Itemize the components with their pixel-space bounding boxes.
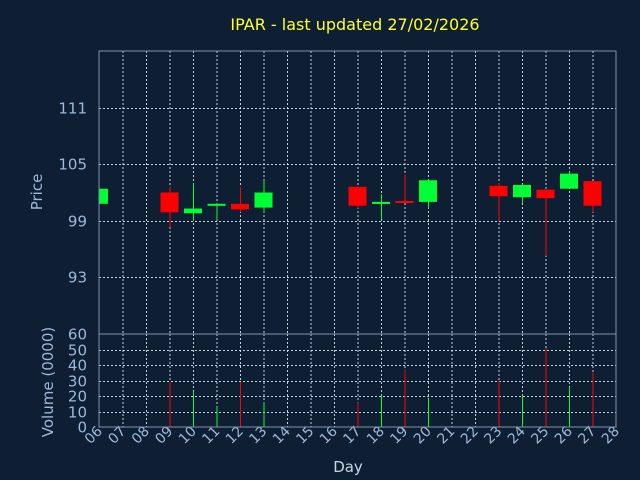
volume-tick-label: 10 [68, 404, 87, 422]
volume-plot-frame [98, 333, 617, 428]
chart-title: IPAR - last updated 27/02/2026 [230, 15, 479, 34]
volume-axis-label: Volume (0000) [39, 327, 57, 437]
price-tick-label: 93 [68, 269, 87, 287]
volume-tick-label: 60 [68, 326, 87, 344]
volume-tick-label: 20 [68, 388, 87, 406]
candle-body [348, 186, 367, 206]
volume-tick-label: 0 [77, 419, 87, 437]
candle-body [513, 184, 531, 198]
volume-tick-label: 40 [68, 357, 87, 375]
candle-body [583, 181, 602, 206]
price-axis-label: Price [28, 174, 46, 211]
candle-body [395, 200, 414, 203]
candle-body [207, 203, 226, 206]
candle-body [99, 188, 108, 204]
candle-body [160, 192, 179, 213]
volume-tick-label: 30 [68, 373, 87, 391]
price-tick-label: 99 [68, 213, 87, 231]
candle-body [489, 185, 508, 197]
price-tick-label: 111 [58, 100, 87, 118]
candle-body [419, 180, 437, 202]
volume-tick-label: 50 [68, 342, 87, 360]
candle-body [231, 203, 249, 210]
grid-layer [99, 51, 616, 427]
price-panel [99, 171, 602, 256]
x-axis-label: Day [333, 458, 363, 476]
volume-panel [169, 347, 594, 427]
candle-body [372, 201, 390, 204]
price-tick-label: 105 [58, 156, 87, 174]
candle-body [536, 189, 555, 199]
candle-body [560, 173, 578, 189]
candle-body [254, 192, 273, 208]
candle-body [184, 208, 202, 214]
